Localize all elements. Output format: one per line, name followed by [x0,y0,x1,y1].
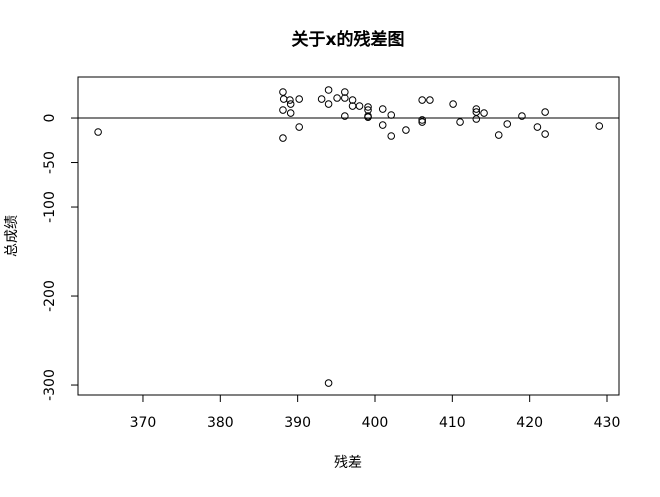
y-tick-label: -200 [42,280,58,312]
point [295,123,303,131]
x-tick-label: 370 [130,415,157,431]
point [472,105,481,113]
x-axis-label: 残差 [334,455,362,471]
point [418,96,426,104]
point [286,96,294,104]
point [426,96,434,104]
x-tick-label: 380 [207,415,234,431]
y-tick-label: 0 [42,114,58,123]
point [286,100,295,108]
y-tick-label: -100 [42,191,58,223]
y-tick-label: -50 [42,151,58,174]
point [341,94,349,102]
x-tick-label: 410 [439,415,466,431]
point [541,130,549,138]
point [279,134,287,142]
point [279,106,287,114]
point [364,103,372,111]
point [324,86,333,94]
y-tick-label: -300 [42,369,58,401]
point [456,118,464,126]
point [378,105,387,113]
point [355,102,364,110]
chart-title: 关于x的残差图 [292,29,405,50]
x-tick-label: 420 [516,415,543,431]
point [317,95,326,103]
point [449,100,457,108]
point [595,122,604,130]
point [387,111,396,119]
point [286,109,295,117]
plot-box [77,76,620,396]
x-tick-label: 390 [284,415,311,431]
point [503,120,512,128]
x-tick-label: 430 [594,415,621,431]
point [418,118,426,126]
point [324,379,333,387]
point [378,121,387,129]
point [364,106,372,114]
point [387,132,396,140]
point [341,112,349,120]
point [94,128,102,136]
point [295,95,303,103]
point [472,115,481,123]
point [533,123,542,131]
point [518,112,526,120]
y-axis-label: 总成绩 [4,215,20,257]
point [541,108,549,116]
x-tick-label: 400 [362,415,389,431]
point [494,131,503,139]
point [341,88,349,96]
point [418,116,426,124]
point [480,109,488,117]
point [348,96,357,104]
point [333,94,341,102]
point [402,126,410,134]
point [364,113,372,121]
point [324,100,333,108]
point [279,88,287,96]
